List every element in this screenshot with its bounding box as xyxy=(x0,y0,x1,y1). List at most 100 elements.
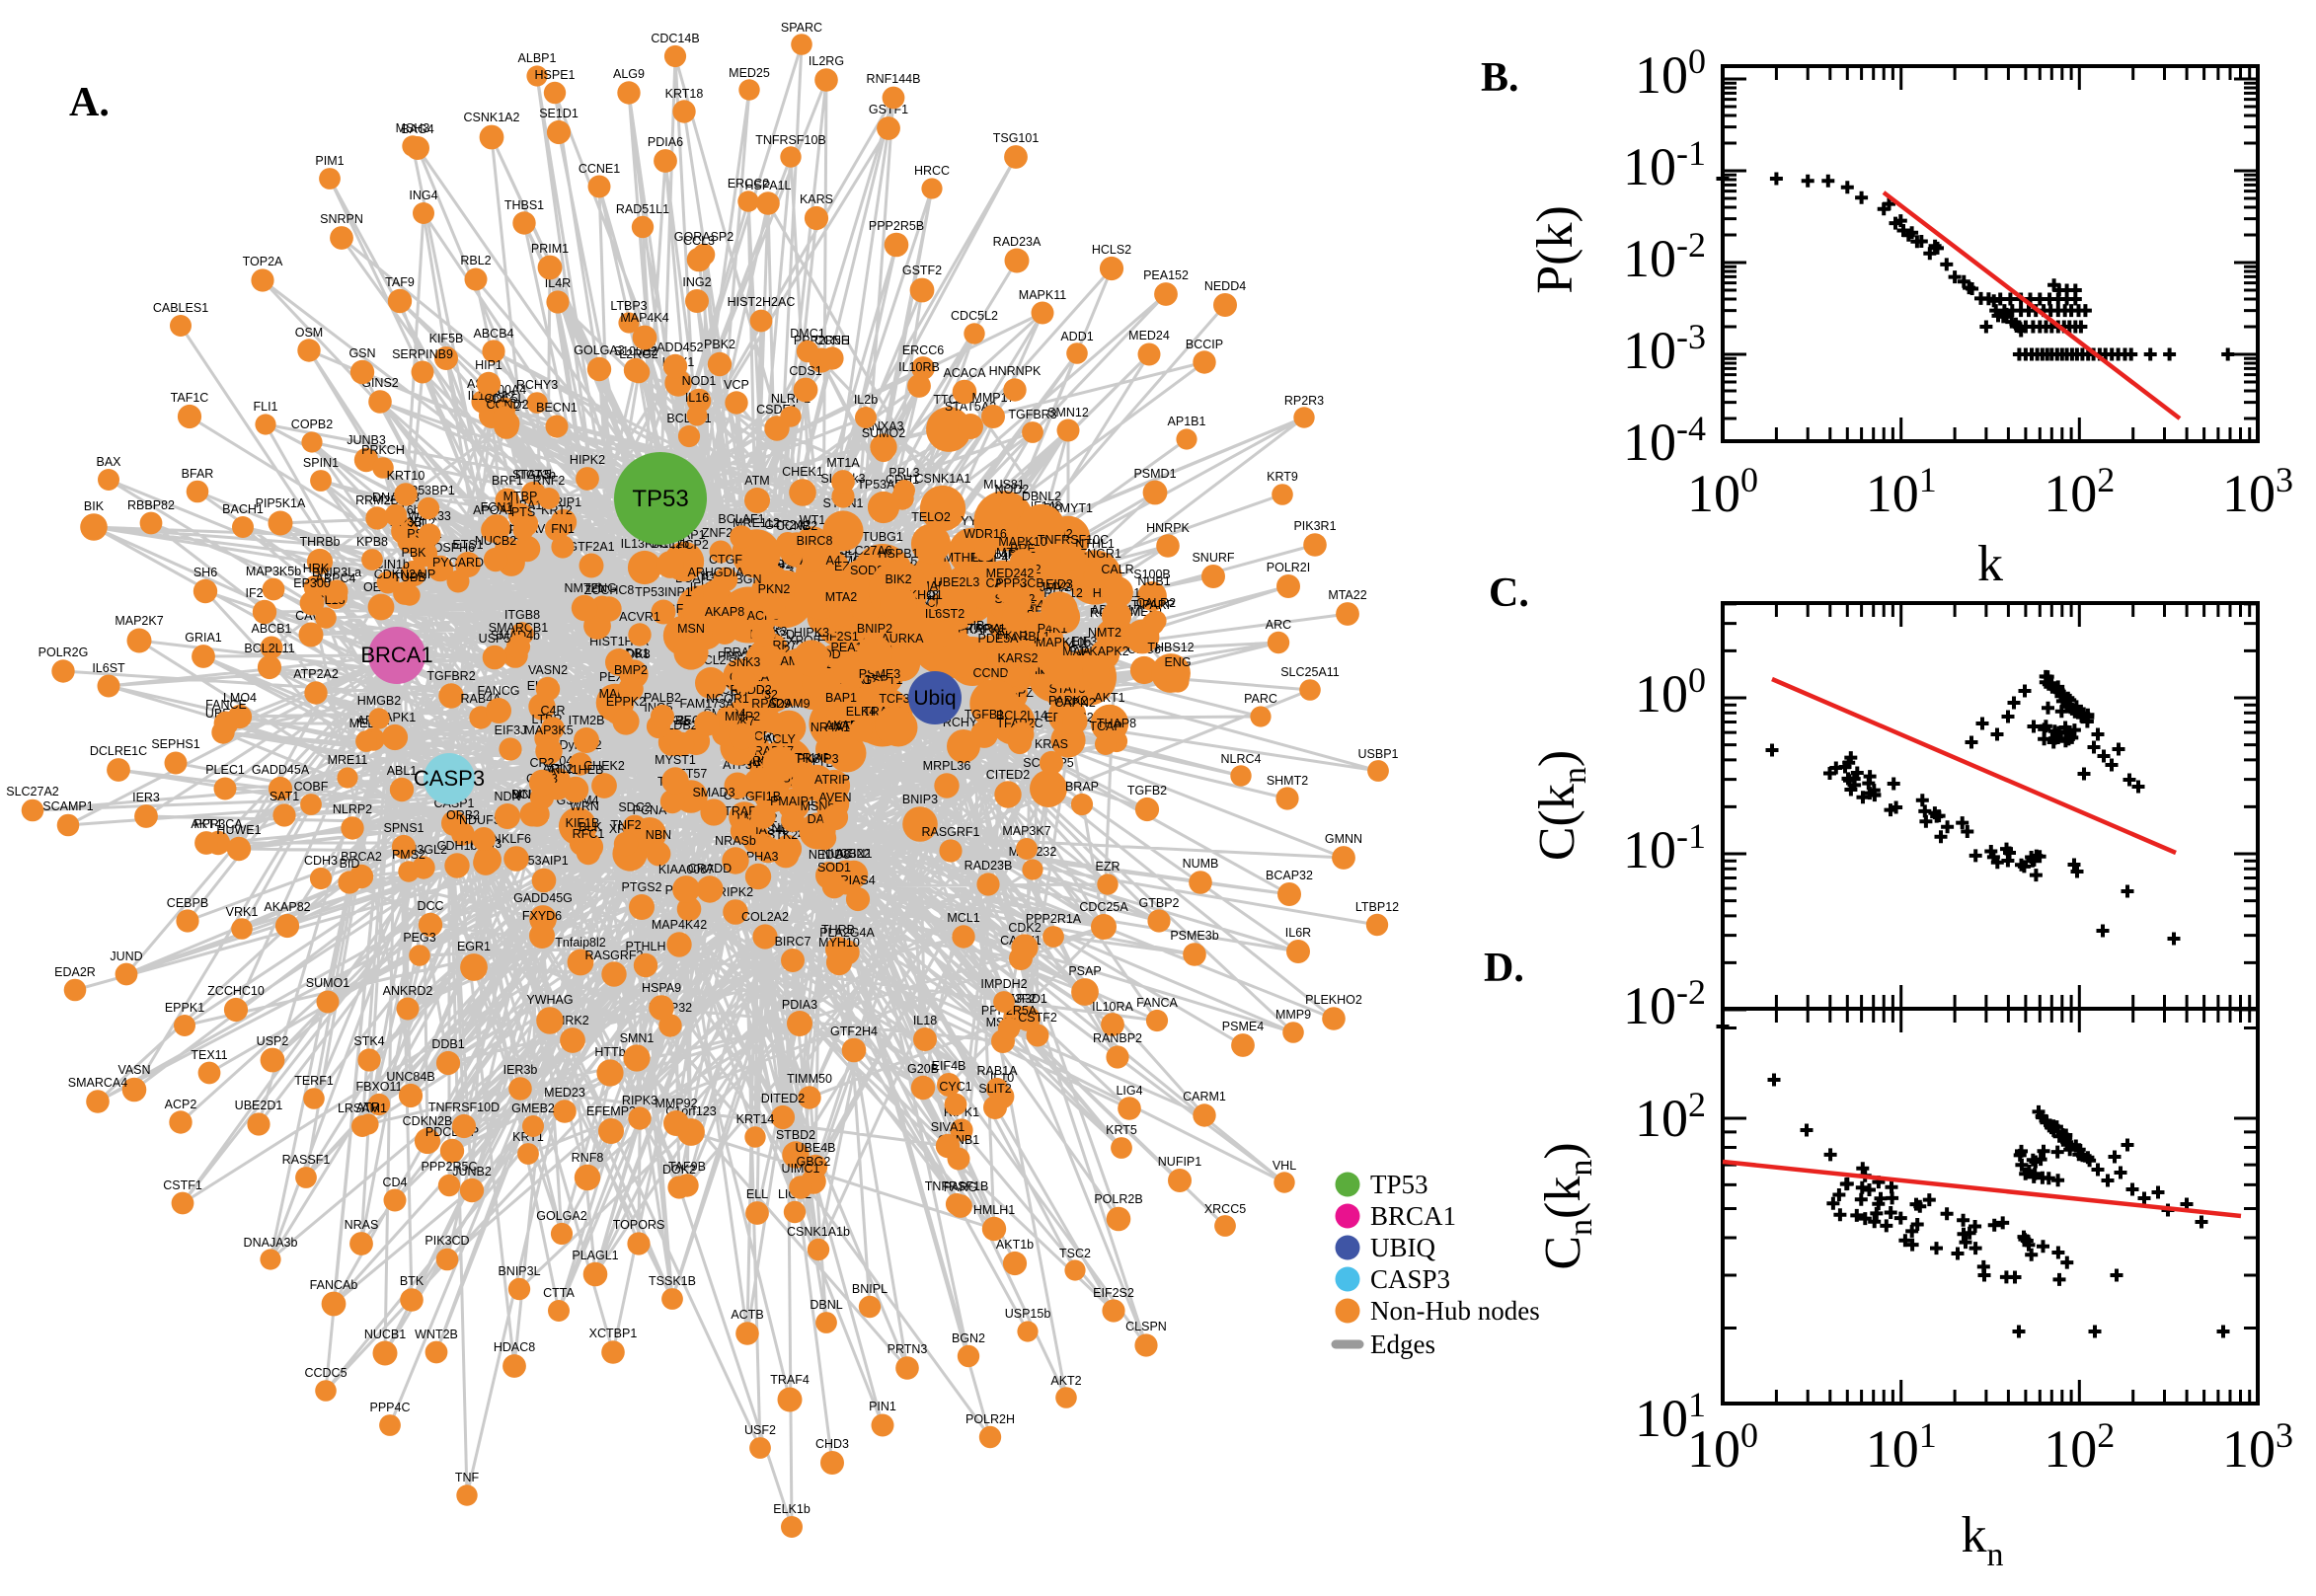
svg-text:NUCB1: NUCB1 xyxy=(364,1328,406,1341)
svg-text:HRCC: HRCC xyxy=(914,164,950,178)
svg-text:ATM: ATM xyxy=(744,474,769,488)
svg-text:JUNB3: JUNB3 xyxy=(347,433,386,447)
svg-text:NEDD8: NEDD8 xyxy=(809,848,850,862)
svg-text:ETS1: ETS1 xyxy=(452,538,483,552)
svg-text:STAT3b: STAT3b xyxy=(512,468,556,482)
svg-text:SH6: SH6 xyxy=(193,566,217,579)
svg-text:VRK1: VRK1 xyxy=(226,905,259,919)
svg-text:BAX: BAX xyxy=(96,455,121,469)
svg-text:GMEB2: GMEB2 xyxy=(511,1102,555,1115)
svg-text:NRASb: NRASb xyxy=(715,834,756,848)
svg-text:ITGB8: ITGB8 xyxy=(504,608,540,622)
svg-text:ANKRD2: ANKRD2 xyxy=(383,984,433,998)
svg-text:PPP2R5C: PPP2R5C xyxy=(422,1160,478,1174)
svg-text:ABCB4: ABCB4 xyxy=(474,327,514,341)
svg-text:CARM1: CARM1 xyxy=(1183,1090,1226,1103)
svg-text:TNF2: TNF2 xyxy=(610,818,641,832)
svg-text:PIAS4: PIAS4 xyxy=(840,874,875,887)
svg-text:BFAR: BFAR xyxy=(182,467,214,481)
svg-text:RASGRF1: RASGRF1 xyxy=(921,825,979,839)
svg-text:RCHY3: RCHY3 xyxy=(516,378,558,392)
svg-text:ACTB: ACTB xyxy=(731,1308,763,1322)
svg-text:CHD3: CHD3 xyxy=(815,1437,849,1451)
svg-text:CCNE1: CCNE1 xyxy=(579,162,620,176)
svg-text:NMT2: NMT2 xyxy=(1088,626,1121,640)
svg-text:BGN: BGN xyxy=(734,572,761,586)
svg-text:HIPK3: HIPK3 xyxy=(794,626,829,640)
svg-text:MAP4K42: MAP4K42 xyxy=(652,918,707,932)
svg-text:MTA2: MTA2 xyxy=(825,590,857,604)
svg-text:ING2: ING2 xyxy=(682,275,711,289)
svg-text:CYC1: CYC1 xyxy=(939,1080,971,1094)
svg-text:ATP2A2: ATP2A2 xyxy=(293,667,339,681)
svg-text:KRT10: KRT10 xyxy=(387,469,425,483)
svg-text:LTBP3: LTBP3 xyxy=(610,299,647,313)
svg-text:DDB1: DDB1 xyxy=(431,1037,464,1051)
svg-text:LTBP12: LTBP12 xyxy=(1355,900,1399,914)
svg-text:AKT1b: AKT1b xyxy=(996,1238,1034,1252)
svg-text:WT1: WT1 xyxy=(800,513,825,527)
svg-text:NBN: NBN xyxy=(646,828,671,842)
svg-text:UBE2D1: UBE2D1 xyxy=(235,1099,283,1112)
svg-text:TNF: TNF xyxy=(455,1471,480,1484)
svg-text:EP300: EP300 xyxy=(293,576,331,590)
svg-text:BAG4: BAG4 xyxy=(401,122,433,136)
svg-text:CDK2: CDK2 xyxy=(1008,921,1041,935)
svg-text:POLR2G: POLR2G xyxy=(39,646,89,659)
svg-text:ELL: ELL xyxy=(746,1187,768,1201)
svg-text:AKT1: AKT1 xyxy=(1094,691,1124,705)
svg-text:ALBP1: ALBP1 xyxy=(518,51,557,65)
svg-text:CR2: CR2 xyxy=(529,756,554,770)
svg-text:DOK2: DOK2 xyxy=(662,1163,696,1177)
svg-text:DCC: DCC xyxy=(417,899,443,913)
svg-text:NDN: NDN xyxy=(494,790,520,803)
svg-text:IL2RG: IL2RG xyxy=(809,54,844,68)
svg-text:CALR: CALR xyxy=(1101,563,1133,576)
svg-text:L2RG2: L2RG2 xyxy=(619,347,658,361)
svg-text:OSM: OSM xyxy=(295,326,323,340)
svg-text:k: k xyxy=(1977,536,2003,592)
svg-text:SERPINB9: SERPINB9 xyxy=(392,347,453,361)
svg-text:CEBPB: CEBPB xyxy=(167,896,208,910)
svg-text:CAPN2: CAPN2 xyxy=(1054,696,1096,710)
svg-text:KRT9: KRT9 xyxy=(1267,470,1298,484)
svg-text:CTGF: CTGF xyxy=(709,553,742,567)
svg-text:SEPHS1: SEPHS1 xyxy=(151,737,199,751)
svg-text:PMAIP1: PMAIP1 xyxy=(770,795,815,808)
svg-text:BRAP: BRAP xyxy=(1065,780,1099,794)
svg-text:BNIPL: BNIPL xyxy=(852,1282,888,1296)
svg-text:HSPB1: HSPB1 xyxy=(879,547,919,561)
svg-text:RANBP2: RANBP2 xyxy=(1093,1031,1142,1045)
svg-text:CDH1b: CDH1b xyxy=(437,839,478,853)
svg-text:FANCG: FANCG xyxy=(477,684,519,698)
svg-text:CCNH: CCNH xyxy=(814,334,850,347)
svg-text:AKT4: AKT4 xyxy=(191,817,221,831)
svg-text:MTBP: MTBP xyxy=(503,490,538,503)
svg-text:IMPDH2: IMPDH2 xyxy=(980,977,1027,991)
svg-text:DBNL: DBNL xyxy=(810,1298,842,1312)
svg-text:SE1D1: SE1D1 xyxy=(539,107,579,120)
svg-text:RASGRF2: RASGRF2 xyxy=(584,949,643,962)
svg-text:FN1: FN1 xyxy=(551,522,575,536)
svg-text:EIF4B: EIF4B xyxy=(932,1059,966,1073)
svg-text:PMS2: PMS2 xyxy=(392,848,425,862)
svg-text:ERCC2: ERCC2 xyxy=(728,177,769,190)
svg-text:SUMO2: SUMO2 xyxy=(862,426,906,440)
svg-text:SUMO1: SUMO1 xyxy=(306,976,350,990)
svg-text:TGFB2: TGFB2 xyxy=(1127,784,1167,798)
svg-text:MT1A: MT1A xyxy=(826,456,860,470)
svg-text:FLI1: FLI1 xyxy=(253,400,277,414)
svg-text:GORASP2: GORASP2 xyxy=(674,230,733,244)
svg-text:VASN: VASN xyxy=(117,1063,150,1077)
svg-text:Tnfaip8l2: Tnfaip8l2 xyxy=(555,936,605,950)
svg-text:SCAMP1: SCAMP1 xyxy=(42,799,93,813)
svg-text:TCF3: TCF3 xyxy=(879,692,909,706)
svg-text:NR4A1: NR4A1 xyxy=(811,721,850,734)
svg-text:SMARCB1: SMARCB1 xyxy=(489,621,548,635)
svg-text:C4R: C4R xyxy=(540,704,565,718)
svg-text:ACLY: ACLY xyxy=(764,732,796,746)
svg-text:VHL: VHL xyxy=(1273,1159,1296,1173)
svg-text:MAPK10b: MAPK10b xyxy=(1036,636,1091,649)
svg-text:P53AIP1: P53AIP1 xyxy=(519,854,568,868)
svg-text:STBD2: STBD2 xyxy=(776,1128,815,1142)
